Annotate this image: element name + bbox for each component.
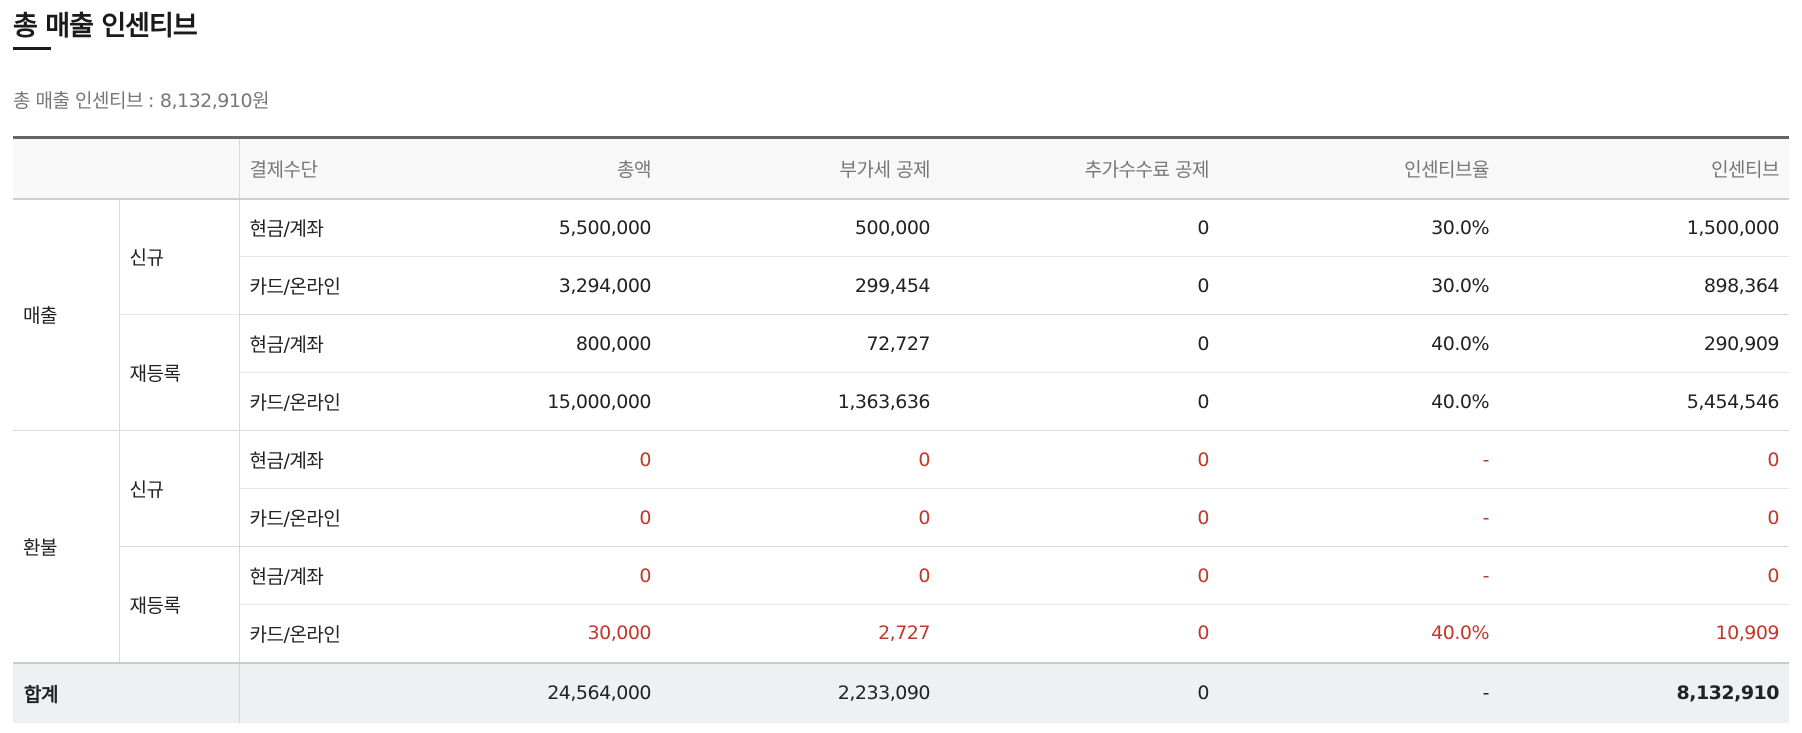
rate-cell: 40.0%: [1219, 604, 1499, 663]
fee-cell: 0: [940, 198, 1219, 257]
total-rate-cell: -: [1219, 661, 1499, 723]
incentive-cell: 0: [1499, 546, 1789, 605]
header-incentive: 인센티브: [1499, 137, 1789, 200]
payment-method-cell: 카드/온라인: [238, 604, 417, 663]
header-blank: [13, 137, 239, 200]
vat-cell: 2,727: [661, 604, 940, 663]
fee-cell: 0: [940, 604, 1219, 663]
rate-cell: 30.0%: [1219, 198, 1499, 257]
subgroup-label: 신규: [118, 430, 239, 547]
rate-cell: -: [1219, 488, 1499, 547]
incentive-cell: 0: [1499, 488, 1789, 547]
payment-method-cell: 현금/계좌: [238, 546, 417, 605]
subgroup-label: 재등록: [118, 314, 239, 431]
payment-method-cell: 카드/온라인: [238, 488, 417, 547]
rate-cell: -: [1219, 430, 1499, 489]
table-row: 재등록 현금/계좌 0 0 0 - 0: [13, 546, 1789, 663]
header-total: 총액: [417, 137, 661, 200]
total-cell: 15,000,000: [417, 372, 661, 431]
vat-cell: 0: [661, 488, 940, 547]
fee-cell: 0: [940, 314, 1219, 373]
vat-cell: 0: [661, 430, 940, 489]
header-vat-deduction: 부가세 공제: [661, 137, 940, 200]
total-incentive-cell: 8,132,910: [1499, 661, 1789, 723]
table-row: 카드/온라인 0 0 0 - 0: [13, 488, 1789, 547]
incentive-cell: 898,364: [1499, 256, 1789, 315]
total-payment-method-cell: [238, 661, 417, 723]
fee-cell: 0: [940, 430, 1219, 489]
total-fee-cell: 0: [940, 661, 1219, 723]
total-label: 합계: [13, 661, 239, 723]
summary-value: 8,132,910원: [159, 90, 270, 112]
summary-line: 총 매출 인센티브:8,132,910원: [13, 86, 270, 113]
summary-separator: :: [147, 90, 154, 112]
vat-cell: 1,363,636: [661, 372, 940, 431]
rate-cell: 40.0%: [1219, 314, 1499, 373]
fee-cell: 0: [940, 546, 1219, 605]
table-row: 카드/온라인 15,000,000 1,363,636 0 40.0% 5,45…: [13, 372, 1789, 431]
total-sum-cell: 24,564,000: [417, 661, 661, 723]
fee-cell: 0: [940, 256, 1219, 315]
vat-cell: 0: [661, 546, 940, 605]
rate-cell: 30.0%: [1219, 256, 1499, 315]
vat-cell: 299,454: [661, 256, 940, 315]
total-cell: 30,000: [417, 604, 661, 663]
total-cell: 3,294,000: [417, 256, 661, 315]
table-row: 재등록 현금/계좌 800,000 72,727 0 40.0% 290,909: [13, 314, 1789, 431]
header-incentive-rate: 인센티브율: [1219, 137, 1499, 200]
total-cell: 800,000: [417, 314, 661, 373]
payment-method-cell: 카드/온라인: [238, 372, 417, 431]
table-header-row: 결제수단 총액 부가세 공제 추가수수료 공제 인센티브율 인센티브: [13, 137, 1789, 200]
rate-cell: -: [1219, 546, 1499, 605]
page-title: 총 매출 인센티브: [13, 11, 198, 42]
subgroup-label: 신규: [118, 198, 239, 315]
incentive-table: 결제수단 총액 부가세 공제 추가수수료 공제 인센티브율 인센티브 매출 신규…: [13, 136, 1789, 723]
summary-label: 총 매출 인센티브: [13, 90, 143, 112]
incentive-cell: 290,909: [1499, 314, 1789, 373]
section-label-refund: 환불: [13, 430, 119, 663]
vat-cell: 500,000: [661, 198, 940, 257]
payment-method-cell: 현금/계좌: [238, 198, 417, 257]
total-cell: 5,500,000: [417, 198, 661, 257]
subgroup-label: 재등록: [118, 546, 239, 663]
total-row: 합계 24,564,000 2,233,090 0 - 8,132,910: [13, 661, 1789, 723]
header-extra-fee-deduction: 추가수수료 공제: [940, 137, 1219, 200]
payment-method-cell: 카드/온라인: [238, 256, 417, 315]
payment-method-cell: 현금/계좌: [238, 314, 417, 373]
total-cell: 0: [417, 430, 661, 489]
fee-cell: 0: [940, 372, 1219, 431]
total-cell: 0: [417, 546, 661, 605]
vat-cell: 72,727: [661, 314, 940, 373]
incentive-cell: 10,909: [1499, 604, 1789, 663]
table-row: 카드/온라인 30,000 2,727 0 40.0% 10,909: [13, 604, 1789, 663]
title-underline: [13, 47, 51, 50]
incentive-cell: 5,454,546: [1499, 372, 1789, 431]
table-row: 환불 신규 현금/계좌 0 0 0 - 0: [13, 430, 1789, 663]
incentive-cell: 1,500,000: [1499, 198, 1789, 257]
payment-method-cell: 현금/계좌: [238, 430, 417, 489]
fee-cell: 0: [940, 488, 1219, 547]
total-vat-cell: 2,233,090: [661, 661, 940, 723]
header-payment-method: 결제수단: [238, 137, 417, 200]
table-row: 카드/온라인 3,294,000 299,454 0 30.0% 898,364: [13, 256, 1789, 315]
table-row: 매출 신규 현금/계좌 5,500,000 500,000 0 30.0% 1,…: [13, 198, 1789, 431]
rate-cell: 40.0%: [1219, 372, 1499, 431]
section-label-sales: 매출: [13, 198, 119, 431]
total-cell: 0: [417, 488, 661, 547]
incentive-cell: 0: [1499, 430, 1789, 489]
